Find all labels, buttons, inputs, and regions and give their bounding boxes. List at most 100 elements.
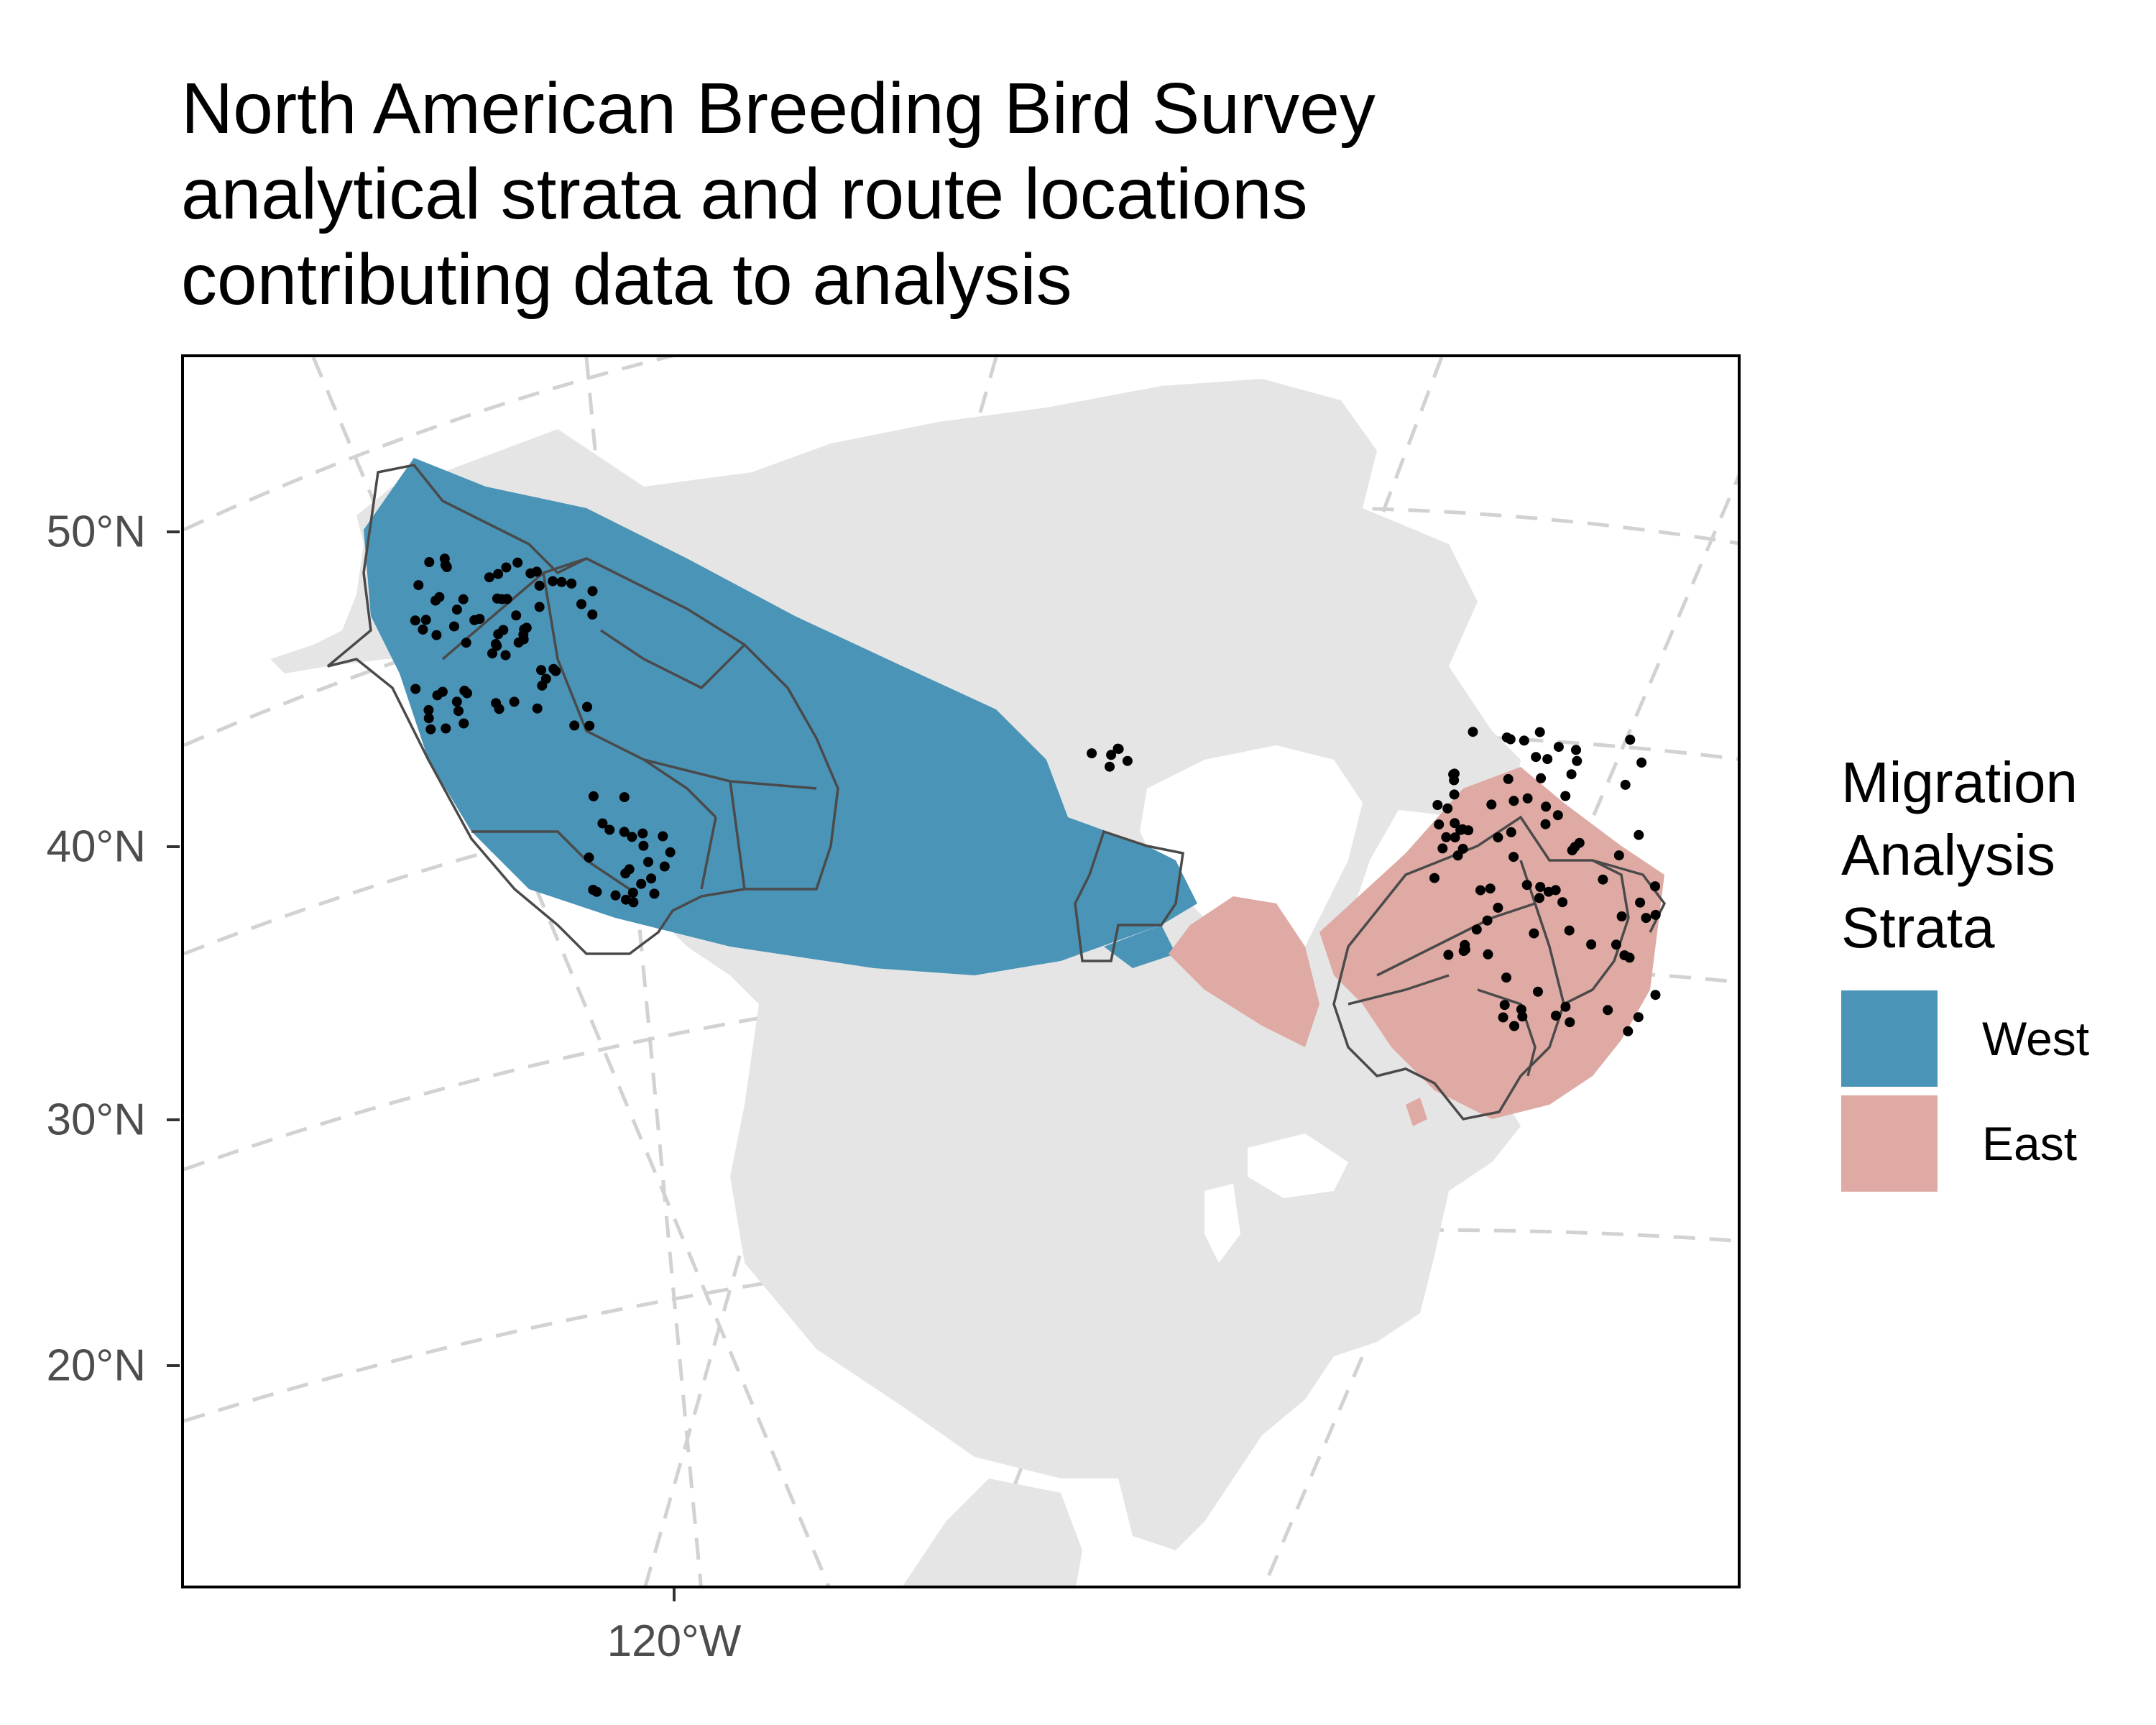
route-point (484, 572, 494, 583)
route-point (619, 792, 630, 803)
route-point (424, 557, 435, 567)
route-point (1534, 727, 1545, 737)
route-point (1452, 850, 1463, 861)
route-point (1486, 799, 1497, 810)
route-point (1460, 939, 1470, 950)
route-point (512, 557, 523, 568)
route-point (628, 897, 639, 908)
legend-swatch-east (1841, 1095, 1938, 1192)
route-point (1557, 897, 1568, 908)
route-point (649, 888, 660, 899)
route-point (1531, 752, 1542, 763)
route-point (494, 704, 505, 714)
route-point (627, 832, 637, 842)
route-point (1650, 881, 1660, 892)
route-point (1613, 850, 1624, 861)
route-point (1553, 742, 1564, 753)
hudson-bay (1140, 745, 1363, 1263)
y-tick-30: 30°N (46, 1095, 146, 1145)
route-point (1634, 829, 1644, 840)
route-point (1441, 832, 1452, 842)
route-point (439, 553, 450, 564)
route-point (1429, 873, 1439, 883)
route-point (1483, 949, 1493, 960)
route-point (501, 562, 512, 573)
route-point (1463, 825, 1474, 836)
route-point (1106, 750, 1117, 760)
route-point (534, 602, 545, 612)
route-point (511, 610, 522, 621)
route-point (490, 639, 501, 649)
legend-title-line-2: Analysis (1841, 823, 2055, 887)
route-point (1566, 769, 1577, 780)
route-point (500, 650, 511, 661)
route-point (1560, 791, 1571, 801)
route-point (566, 578, 577, 589)
route-point (1508, 796, 1519, 806)
route-point (1635, 897, 1646, 908)
route-point (1541, 801, 1552, 812)
route-point (1571, 745, 1581, 755)
route-point (646, 873, 657, 884)
map-title: North American Breeding Bird Survey anal… (181, 66, 1762, 323)
route-point (1455, 824, 1466, 835)
route-point (458, 594, 469, 604)
route-point (1506, 827, 1516, 837)
route-point (540, 673, 551, 684)
route-point (1499, 1000, 1510, 1011)
route-point (536, 665, 546, 676)
route-point (1641, 913, 1651, 924)
route-point (619, 827, 630, 837)
route-point (1542, 754, 1553, 765)
route-point (423, 713, 434, 724)
route-point (1543, 886, 1554, 897)
route-point (1560, 1001, 1571, 1012)
route-point (498, 625, 509, 635)
route-point (1449, 789, 1460, 800)
route-point (459, 718, 469, 729)
route-point (487, 648, 497, 659)
route-point (1565, 1017, 1575, 1028)
route-point (604, 824, 615, 835)
route-point (643, 857, 653, 868)
route-point (434, 592, 445, 602)
route-point (584, 852, 594, 863)
route-point (1535, 882, 1546, 892)
route-point (451, 604, 462, 615)
route-point (534, 580, 545, 591)
y-tick-mark-30 (167, 1118, 180, 1121)
route-point (548, 663, 559, 674)
route-point (1087, 748, 1097, 759)
route-point (410, 615, 420, 626)
route-point (1598, 874, 1608, 885)
route-point (1501, 972, 1511, 983)
y-tick-20: 20°N (46, 1340, 146, 1391)
route-point (525, 568, 536, 579)
route-point (1442, 803, 1453, 814)
route-point (432, 690, 443, 701)
route-point (1432, 800, 1443, 810)
east-region (1169, 767, 1664, 1126)
route-point (627, 888, 638, 898)
legend-title: Migration Analysis Strata (1841, 746, 2078, 964)
map-svg (184, 357, 1738, 1586)
route-point (1437, 843, 1448, 854)
route-point (1534, 893, 1544, 903)
route-point (1624, 952, 1635, 963)
route-point (1572, 755, 1583, 766)
route-point (591, 886, 602, 897)
route-point (1603, 1005, 1613, 1016)
route-point (1434, 819, 1445, 830)
route-point (569, 720, 580, 731)
route-point (1633, 1012, 1644, 1023)
route-point (497, 594, 507, 604)
route-point (1529, 928, 1539, 939)
legend-swatch-west (1841, 990, 1938, 1087)
route-point (1625, 735, 1636, 745)
route-point (1616, 911, 1627, 921)
route-point (548, 576, 558, 586)
route-point (587, 586, 598, 597)
route-point (1516, 1004, 1526, 1015)
route-point (459, 686, 470, 696)
route-point (1533, 986, 1543, 997)
